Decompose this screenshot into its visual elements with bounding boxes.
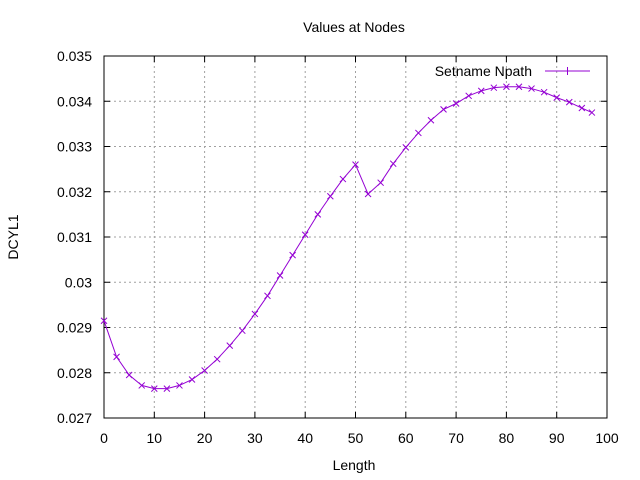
data-point-marker — [226, 342, 234, 349]
tick-labels: 0 10 20 30 40 50 60 70 80 90 100 0.027 0.028 0.029 0.0… — [57, 48, 619, 446]
x-tick-label: 80 — [499, 430, 515, 446]
chart-title: Values at Nodes — [303, 19, 405, 35]
y-tick-label: 0.029 — [57, 320, 92, 336]
y-tick-label: 0.031 — [57, 229, 92, 245]
x-tick-label: 90 — [549, 430, 565, 446]
x-tick-label: 20 — [197, 430, 213, 446]
data-point-marker — [276, 272, 284, 279]
x-axis-label: Length — [333, 457, 376, 473]
data-point-marker — [251, 310, 259, 318]
data-point-marker — [352, 161, 359, 168]
data-point-marker — [176, 382, 183, 389]
y-tick-label: 0.034 — [57, 93, 92, 109]
data-point-marker — [377, 179, 385, 187]
y-tick-label: 0.028 — [57, 365, 92, 381]
y-axis-label: DCYL1 — [5, 214, 21, 259]
data-point-marker — [100, 317, 108, 325]
x-tick-label: 60 — [398, 430, 414, 446]
data-point-marker — [125, 371, 133, 379]
data-point-marker — [588, 109, 596, 116]
x-tick-label: 10 — [147, 430, 163, 446]
data-point-marker — [389, 160, 397, 168]
data-point-marker — [113, 353, 120, 361]
data-point-marker — [427, 116, 435, 124]
data-point-marker — [238, 327, 246, 335]
legend-marker — [563, 67, 572, 75]
data-point-marker — [326, 192, 334, 200]
legend: Setname Npath — [435, 63, 590, 79]
x-tick-label: 100 — [595, 430, 619, 446]
data-point-marker — [415, 129, 422, 137]
data-point-marker — [553, 94, 561, 101]
data-point-marker — [314, 211, 322, 218]
data-point-marker — [515, 83, 523, 91]
x-tick-label: 70 — [448, 430, 464, 446]
data-point-marker — [188, 376, 196, 383]
data-point-marker — [528, 85, 535, 92]
data-point-marker — [213, 355, 221, 363]
data-point-marker — [339, 175, 347, 183]
data-point-marker — [440, 106, 447, 113]
data-point-marker — [138, 382, 146, 389]
x-tick-label: 0 — [100, 430, 108, 446]
data-point-marker — [163, 385, 171, 392]
data-point-marker — [289, 251, 296, 259]
data-point-marker — [364, 190, 372, 198]
y-tick-label: 0.032 — [57, 184, 92, 200]
data-point-marker — [540, 88, 548, 96]
grid-lines — [104, 56, 607, 418]
data-point-marker — [477, 87, 485, 95]
y-tick-label: 0.033 — [57, 139, 92, 155]
data-point-marker — [465, 92, 473, 100]
series-group — [100, 83, 596, 392]
series-line — [103, 86, 593, 390]
data-point-marker — [503, 83, 510, 91]
y-tick-label: 0.035 — [57, 48, 92, 64]
x-tick-label: 40 — [297, 430, 313, 446]
data-point-marker — [490, 84, 498, 92]
tick-marks — [103, 55, 608, 419]
data-point-marker — [150, 385, 158, 392]
data-point-marker — [264, 292, 271, 300]
y-tick-label: 0.03 — [65, 274, 92, 290]
data-point-marker — [402, 144, 410, 151]
x-tick-label: 30 — [247, 430, 263, 446]
legend-label: Setname Npath — [435, 63, 532, 79]
data-point-marker — [301, 231, 309, 239]
data-point-marker — [201, 367, 208, 374]
data-point-marker — [452, 100, 460, 107]
data-point-marker — [578, 104, 586, 112]
x-tick-label: 50 — [348, 430, 364, 446]
data-point-marker — [565, 98, 573, 106]
y-tick-label: 0.027 — [57, 410, 92, 426]
